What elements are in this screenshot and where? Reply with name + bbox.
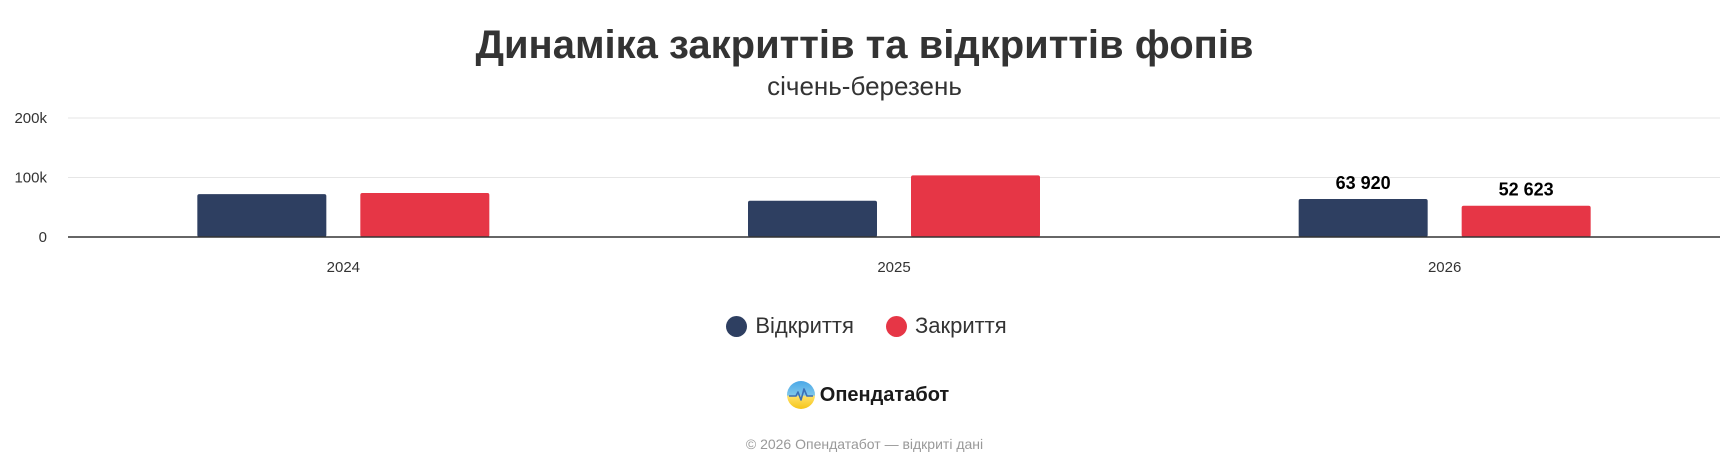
legend-item-closings[interactable]: Закриття (882, 313, 1007, 339)
bar-closings-2026 (1461, 205, 1591, 237)
legend-item-openings[interactable]: Відкриття (722, 313, 854, 339)
legend-label-closings: Закриття (914, 313, 1007, 338)
y-tick-label: 100k (14, 170, 47, 187)
legend-swatch-openings (726, 315, 748, 337)
opendatabot-logo-icon (786, 381, 815, 409)
legend-label-openings: Відкриття (755, 313, 854, 338)
bar-openings-2026 (1298, 198, 1428, 237)
chart-title: Динаміка закриттів та відкриттів фопів (475, 23, 1254, 67)
bar-openings-2025 (748, 200, 877, 237)
x-tick-label: 2026 (1428, 259, 1461, 276)
x-tick-label: 2025 (877, 259, 910, 276)
y-tick-label: 200k (14, 110, 47, 127)
brand-name: Опендатабот (819, 383, 950, 406)
chart-subtitle: січень-березень (767, 71, 962, 101)
legend-swatch-closings (885, 315, 907, 337)
footer-copyright: © 2026 Опендатабот — відкриті дані (745, 436, 984, 452)
bar-closings-2024 (360, 192, 490, 237)
brand: Опендатабот (0, 380, 1729, 410)
bar-openings-2024 (197, 194, 327, 237)
bar-closings-2025 (911, 175, 1040, 237)
chart-legend: Відкриття Закриття (0, 313, 1729, 339)
data-label: 63 920 (1336, 173, 1391, 193)
x-tick-label: 2024 (327, 259, 360, 276)
y-tick-label: 0 (39, 229, 47, 246)
data-label: 52 623 (1499, 180, 1554, 200)
bar-chart: 0 100k 200k 2024 2025 2026 63 920 52 623 (14, 110, 1720, 276)
